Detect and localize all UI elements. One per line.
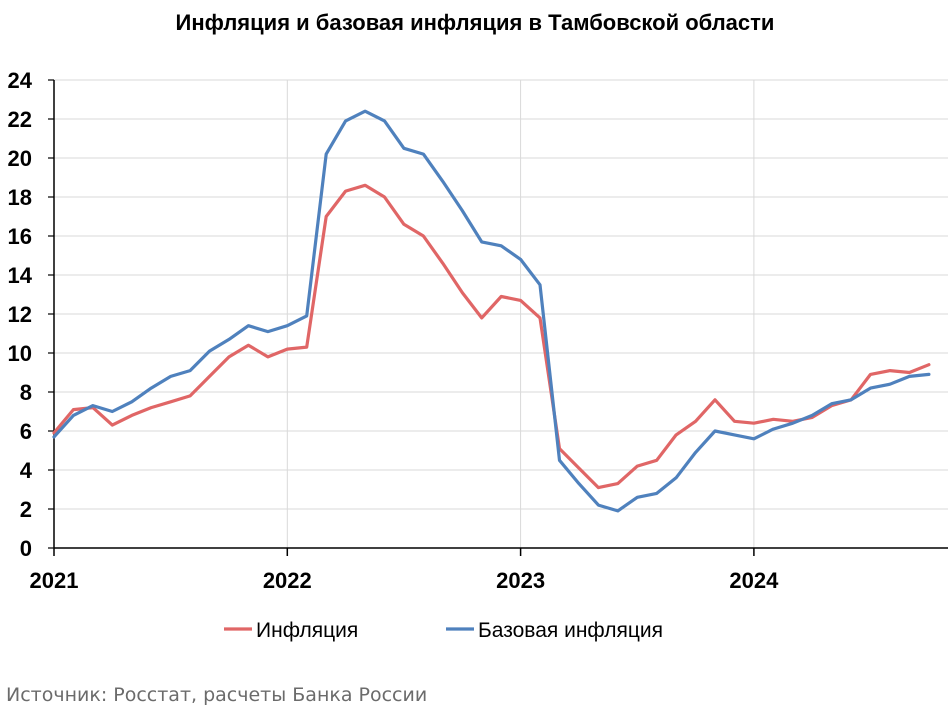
y-tick-label: 10: [8, 341, 32, 366]
y-tick-label: 24: [8, 68, 33, 93]
legend-label: Базовая инфляция: [478, 619, 663, 642]
y-tick-label: 0: [20, 536, 32, 561]
y-tick-label: 2: [20, 497, 32, 522]
series-line-core-inflation: [52, 109, 931, 513]
series-line-inflation: [52, 183, 931, 490]
y-tick-label: 6: [20, 419, 32, 444]
source-note: Источник: Росстат, расчеты Банка России: [6, 684, 428, 706]
x-tick-label: 2023: [496, 568, 545, 593]
legend: Инфляция Базовая инфляция: [224, 619, 663, 642]
x-tick-label: 2022: [263, 568, 312, 593]
y-tick-label: 20: [8, 146, 32, 171]
legend-label: Инфляция: [256, 619, 358, 642]
y-tick-label: 18: [8, 185, 32, 210]
y-tick-label: 14: [8, 263, 33, 288]
x-tick-label: 2024: [729, 568, 779, 593]
y-tick-label: 12: [8, 302, 32, 327]
y-tick-label: 22: [8, 107, 32, 132]
chart-title: Инфляция и базовая инфляция в Тамбовской…: [175, 10, 775, 35]
y-tick-label: 4: [20, 458, 33, 483]
axes: [48, 79, 948, 556]
y-tick-label: 16: [8, 224, 32, 249]
grid-lines: [54, 79, 948, 548]
y-tick-label: 8: [20, 380, 32, 405]
series-lines: [52, 109, 931, 513]
x-tick-label: 2021: [30, 568, 79, 593]
